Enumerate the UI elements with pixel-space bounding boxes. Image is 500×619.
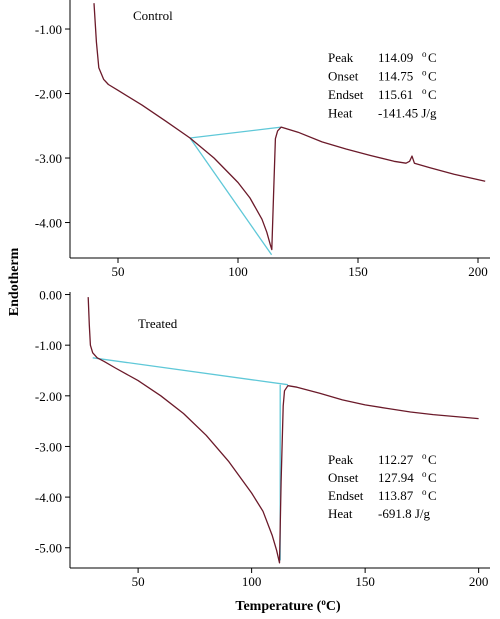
annotation-label: Peak	[328, 452, 354, 467]
x-axis-label-end: C)	[326, 599, 341, 614]
tick-group: 50 100 150 200 -1.00 -2.00 -3.00 -4.00	[35, 22, 488, 279]
y-tick-label: -1.00	[35, 22, 62, 37]
x-tick-label: 100	[228, 264, 248, 279]
tick-group: 50 100 150 200 0.00 -1.00 -2.00 -3.00 -4.00 -5.00	[35, 288, 488, 589]
annotation-value: 112.27	[378, 452, 414, 467]
y-tick-label: -2.00	[35, 389, 62, 404]
panel-title-treated: Treated	[138, 316, 178, 331]
annotation-value: 113.87	[378, 488, 414, 503]
annotation-value: 114.09	[378, 50, 413, 65]
plot-area	[87, 297, 479, 564]
x-tick-label: 150	[355, 574, 375, 589]
annotation-label: Endset	[328, 87, 364, 102]
treated-panel: Treated 50 100 150 200 0.00 -1.00 -2.00 -3.00 -4…	[35, 288, 490, 589]
x-tick-label: 100	[242, 574, 262, 589]
annotation-degree-sup: o	[422, 86, 427, 96]
x-axis-label: Temperature (oC)	[235, 597, 341, 614]
annotation-unit: C	[428, 50, 437, 65]
annotation-unit: C	[428, 87, 437, 102]
annotation-unit: C	[428, 470, 437, 485]
annotation-label: Heat	[328, 506, 353, 521]
annotation-unit: C	[428, 488, 437, 503]
y-tick-label: -3.00	[35, 151, 62, 166]
annotation-value: 127.94	[378, 470, 414, 485]
baseline-line	[189, 137, 273, 256]
annotation-unit: C	[428, 452, 437, 467]
dsc-curve	[87, 297, 479, 564]
y-tick-label: -2.00	[35, 87, 62, 102]
annotation-label: Endset	[328, 488, 364, 503]
annotation-unit: C	[428, 69, 437, 84]
dsc-curve	[93, 3, 486, 251]
y-tick-label: -4.00	[35, 216, 62, 231]
x-axis-label-sup: o	[321, 597, 326, 607]
x-tick-label: 50	[112, 264, 125, 279]
x-axis-label-main: Temperature (	[235, 599, 321, 614]
y-axis-label: Endotherm	[7, 247, 22, 316]
annotation-value: -141.45 J/g	[378, 106, 437, 121]
panel-title-control: Control	[133, 8, 173, 23]
baseline-line	[189, 126, 282, 139]
annotation-label: Onset	[328, 69, 359, 84]
x-tick-label: 200	[469, 574, 489, 589]
annotation-label: Heat	[328, 106, 353, 121]
x-tick-label: 50	[132, 574, 145, 589]
annotation-label: Onset	[328, 470, 359, 485]
annotation-degree-sup: o	[422, 68, 427, 78]
y-tick-label: -3.00	[35, 439, 62, 454]
annotation-value: 114.75	[378, 69, 413, 84]
y-tick-label: -5.00	[35, 541, 62, 556]
y-tick-label: -4.00	[35, 490, 62, 505]
annotation-value: 115.61	[378, 87, 413, 102]
y-tick-label: -1.00	[35, 338, 62, 353]
x-tick-label: 200	[468, 264, 488, 279]
annotation-degree-sup: o	[422, 451, 427, 461]
control-panel: Control 50 100 150 200-1.00-2.00-3.00-4.00 …	[35, 0, 490, 279]
plot-area	[93, 3, 486, 256]
annotation-label: Peak	[328, 50, 354, 65]
x-tick-label: 150	[348, 264, 368, 279]
y-tick-label: 0.00	[39, 288, 62, 303]
annotation-degree-sup: o	[422, 487, 427, 497]
annotation-degree-sup: o	[422, 469, 427, 479]
annotation-value: -691.8 J/g	[378, 506, 431, 521]
baseline-line	[92, 357, 288, 386]
annotation-degree-sup: o	[422, 49, 427, 59]
